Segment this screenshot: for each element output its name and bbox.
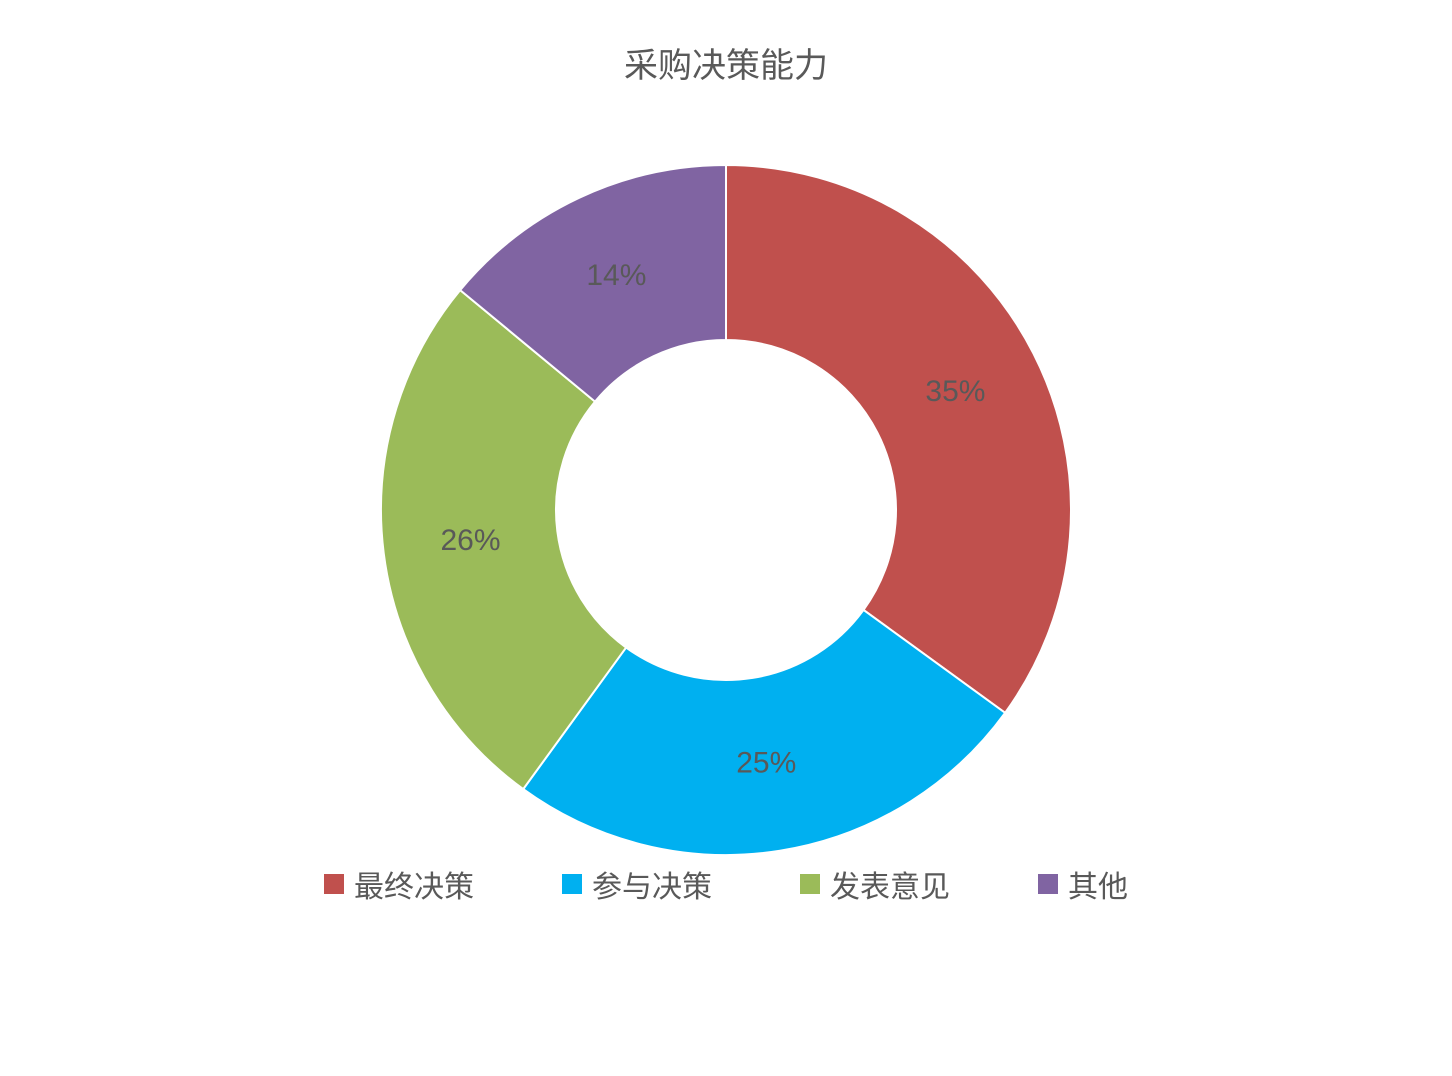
legend-swatch [324, 874, 344, 894]
legend-label: 参与决策 [592, 862, 712, 906]
donut-svg: 35% 25% 26% 14% [356, 140, 1096, 880]
legend-swatch [1038, 874, 1058, 894]
legend-label: 发表意见 [830, 862, 950, 906]
chart-title: 采购决策能力 [0, 38, 1452, 87]
legend-item: 其他 [1038, 862, 1128, 906]
slice-percent-label: 25% [736, 746, 796, 779]
legend-item: 参与决策 [562, 862, 712, 906]
legend-item: 发表意见 [800, 862, 950, 906]
legend-label: 其他 [1068, 862, 1128, 906]
slice-percent-label: 26% [441, 524, 501, 557]
legend-item: 最终决策 [324, 862, 474, 906]
legend-swatch [800, 874, 820, 894]
donut-slice [726, 165, 1071, 713]
slice-percent-label: 35% [925, 375, 985, 408]
legend: 最终决策 参与决策 发表意见 其他 [0, 862, 1452, 906]
donut-chart: 35% 25% 26% 14% [0, 140, 1452, 880]
slice-percent-label: 14% [586, 259, 646, 292]
legend-label: 最终决策 [354, 862, 474, 906]
legend-swatch [562, 874, 582, 894]
